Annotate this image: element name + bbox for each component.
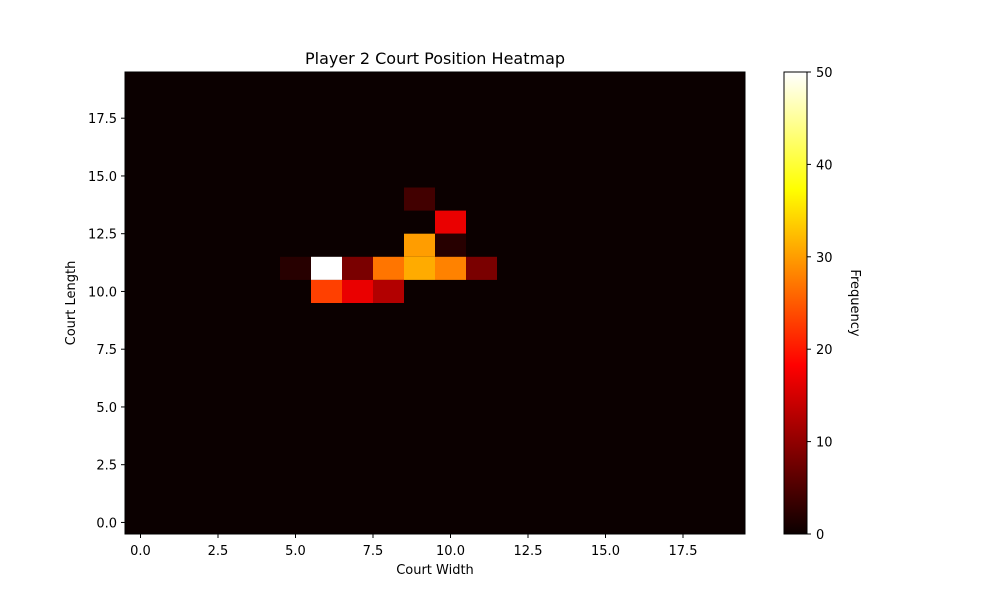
colorbar-tick-label: 50	[816, 66, 833, 81]
heatmap-cell	[435, 256, 466, 280]
y-tick-label: 0.0	[96, 516, 117, 531]
x-tick-label: 0.0	[130, 544, 151, 559]
x-tick-label: 2.5	[208, 544, 229, 559]
colorbar-label: Frequency	[847, 269, 862, 336]
y-tick-label: 17.5	[88, 112, 117, 127]
heatmap-background	[125, 72, 745, 534]
heatmap-cell	[342, 256, 373, 280]
x-tick-label: 12.5	[514, 544, 543, 559]
x-tick-label: 10.0	[436, 544, 465, 559]
heatmap-cell	[466, 256, 497, 280]
y-tick-label: 7.5	[96, 343, 117, 358]
colorbar-tick-label: 40	[816, 158, 833, 173]
heatmap-cell	[280, 256, 311, 280]
colorbar-tick-label: 10	[816, 436, 833, 451]
colorbar-tick-label: 0	[816, 528, 824, 543]
x-axis-label: Court Width	[396, 563, 474, 578]
x-axis: 0.0 2.5 5.0 7.5 10.0 12.5 15.0 17.5	[130, 534, 697, 559]
heatmap-cell	[311, 256, 342, 280]
heatmap-cell	[342, 279, 373, 303]
heatmap-cell	[373, 279, 404, 303]
y-tick-label: 10.0	[88, 285, 117, 300]
colorbar-tick-label: 20	[816, 343, 833, 358]
colorbar-tick-label: 30	[816, 251, 833, 266]
colorbar-gradient	[783, 71, 808, 535]
y-axis-label: Court Length	[64, 261, 79, 346]
colorbar: 0 10 20 30 40 50 Frequency	[783, 66, 862, 543]
heatmap-cell	[435, 210, 466, 234]
y-tick-label: 15.0	[88, 170, 117, 185]
colorbar-ticks: 0 10 20 30 40 50	[807, 66, 833, 543]
heatmap-area	[124, 71, 746, 535]
x-tick-label: 17.5	[669, 544, 698, 559]
heatmap-cells	[280, 187, 497, 303]
heatmap-cell	[373, 256, 404, 280]
chart-title: Player 2 Court Position Heatmap	[305, 49, 565, 68]
y-tick-label: 2.5	[96, 459, 117, 474]
y-tick-label: 5.0	[96, 401, 117, 416]
plot-frame	[124, 71, 746, 535]
heatmap-cell	[311, 279, 342, 303]
heatmap-cell	[404, 233, 435, 257]
heatmap-cell	[404, 187, 435, 211]
x-tick-label: 7.5	[363, 544, 384, 559]
heatmap-cell	[404, 256, 435, 280]
x-tick-label: 5.0	[285, 544, 306, 559]
heatmap-cell	[435, 233, 466, 257]
y-tick-label: 12.5	[88, 228, 117, 243]
y-axis: 0.0 2.5 5.0 7.5 10.0 12.5 15.0 17.5	[88, 112, 125, 531]
x-tick-label: 15.0	[591, 544, 620, 559]
